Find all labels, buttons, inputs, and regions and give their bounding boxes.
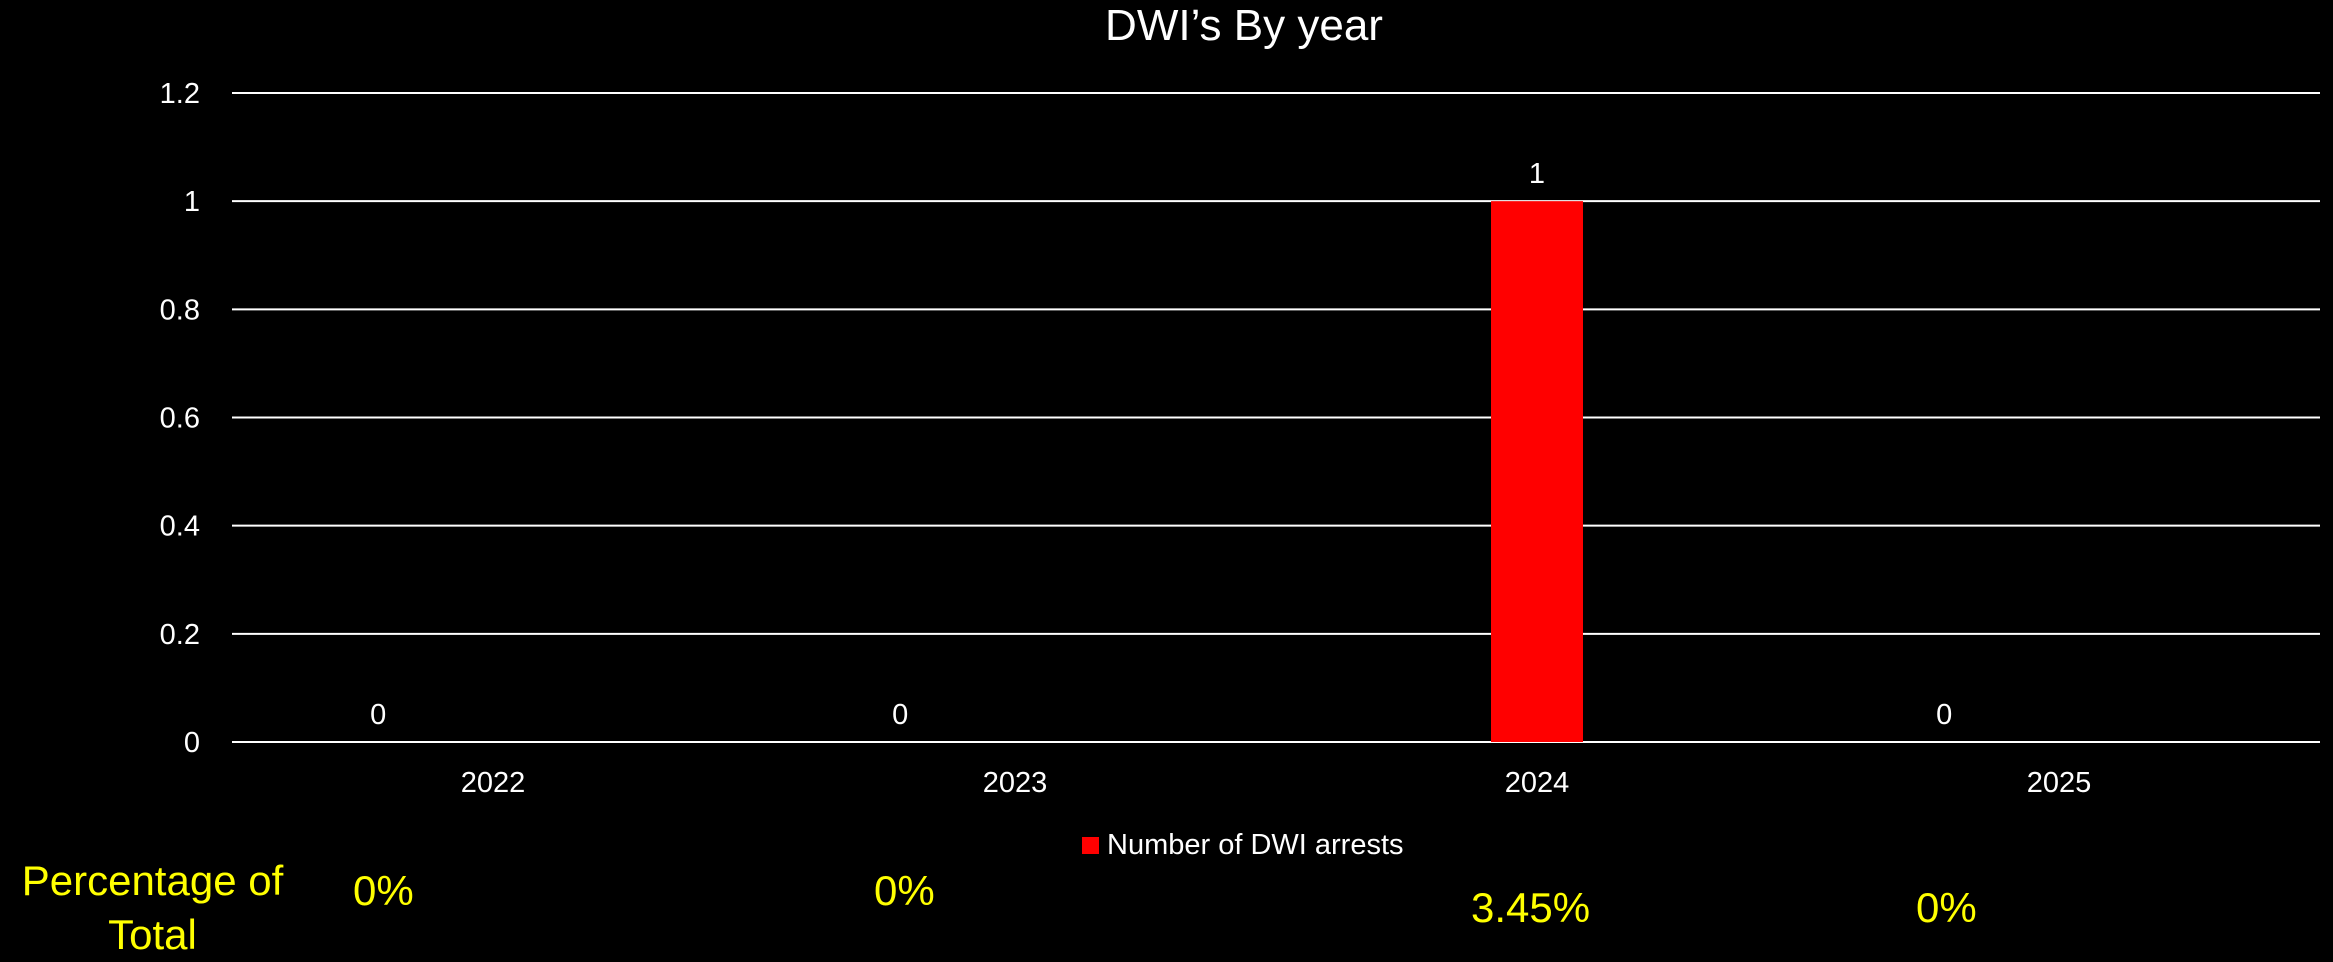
percentage-label-line-1: Percentage of [21,857,284,904]
x-tick-label-2025: 2025 [2027,767,2092,799]
legend: Number of DWI arrests [1082,829,1404,861]
y-tick-label: 0.8 [160,294,200,326]
y-tick-label: 1 [184,186,200,218]
x-tick-label-2023: 2023 [983,767,1048,799]
y-tick-label: 0.2 [160,619,200,651]
y-tick-label: 0.4 [160,511,200,543]
data-label-2025: 0 [1936,699,1952,731]
chart-title: DWI’s By year [1105,1,1383,50]
legend-swatch [1082,837,1099,854]
y-tick-label: 0.6 [160,403,200,435]
y-tick-label: 1.2 [160,78,200,110]
data-labels: 0 0 1 0 [370,158,1952,731]
percentage-of-total-label: Percentage of Total [0,854,305,962]
y-axis-tick-labels: 0 0.2 0.4 0.6 0.8 1 1.2 [160,78,200,759]
x-axis-tick-labels: 2022 2023 2024 2025 [461,767,2092,799]
x-tick-label-2024: 2024 [1505,767,1570,799]
bar-2024 [1491,201,1583,742]
y-tick-label: 0 [184,727,200,759]
percentage-value-2023: 0% [874,867,935,914]
bars [1491,201,1583,742]
percentage-value-2024: 3.45% [1471,884,1591,931]
data-label-2023: 0 [892,699,908,731]
percentage-value-2025: 0% [1916,884,1977,931]
x-tick-label-2022: 2022 [461,767,526,799]
data-label-2024: 1 [1529,158,1545,190]
percentage-label-line-2: Total [108,911,197,958]
percentage-value-2022: 0% [353,867,414,914]
gridlines [232,92,2320,743]
data-label-2022: 0 [370,699,386,731]
legend-label: Number of DWI arrests [1107,829,1404,861]
